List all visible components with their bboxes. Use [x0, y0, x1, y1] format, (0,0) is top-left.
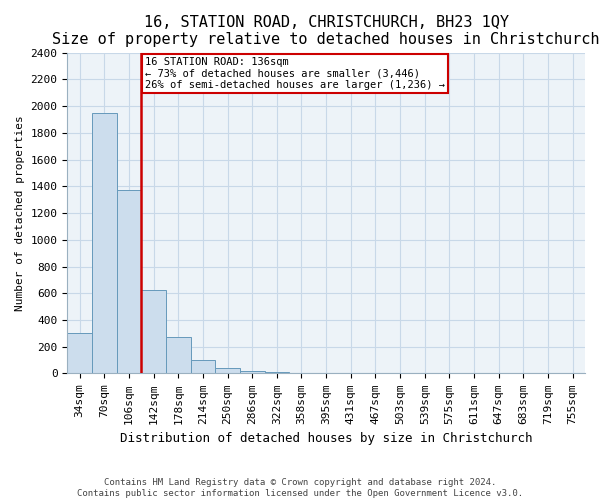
- Text: Contains HM Land Registry data © Crown copyright and database right 2024.
Contai: Contains HM Land Registry data © Crown c…: [77, 478, 523, 498]
- Bar: [265, 372, 289, 374]
- Bar: [412, 373, 437, 374]
- Bar: [314, 373, 338, 374]
- Bar: [289, 373, 314, 374]
- X-axis label: Distribution of detached houses by size in Christchurch: Distribution of detached houses by size …: [120, 432, 532, 445]
- Bar: [338, 373, 363, 374]
- Bar: [462, 373, 487, 374]
- Bar: [191, 360, 215, 374]
- Bar: [92, 113, 116, 374]
- Bar: [67, 332, 92, 374]
- Title: 16, STATION ROAD, CHRISTCHURCH, BH23 1QY
Size of property relative to detached h: 16, STATION ROAD, CHRISTCHURCH, BH23 1QY…: [52, 15, 600, 48]
- Bar: [166, 336, 191, 374]
- Bar: [141, 290, 166, 374]
- Bar: [240, 371, 265, 374]
- Bar: [388, 373, 412, 374]
- Bar: [363, 373, 388, 374]
- Bar: [116, 190, 141, 374]
- Text: 16 STATION ROAD: 136sqm
← 73% of detached houses are smaller (3,446)
26% of semi: 16 STATION ROAD: 136sqm ← 73% of detache…: [145, 56, 445, 90]
- Bar: [215, 368, 240, 374]
- Y-axis label: Number of detached properties: Number of detached properties: [15, 115, 25, 311]
- Bar: [437, 373, 462, 374]
